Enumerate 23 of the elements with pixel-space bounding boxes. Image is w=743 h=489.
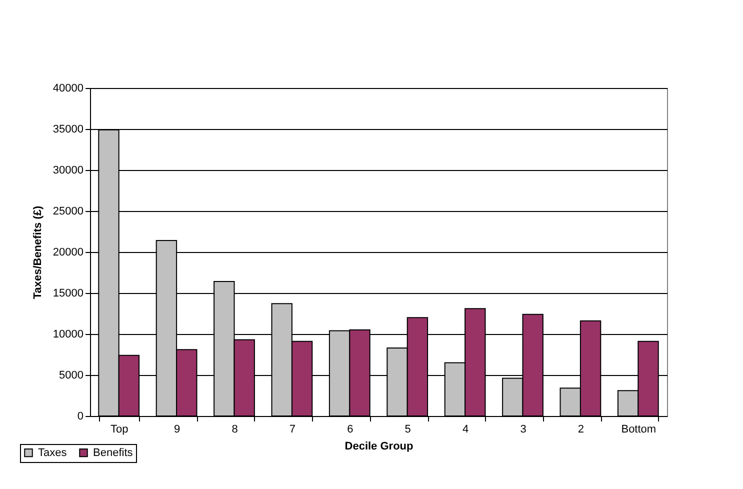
y-tick-label: 20000	[52, 246, 84, 258]
x-tick-label: Bottom	[621, 424, 656, 436]
y-tick-label: 30000	[52, 164, 84, 176]
x-tick-label: 9	[174, 424, 180, 436]
x-axis-title: Decile Group	[344, 440, 414, 452]
x-tick-label: 2	[578, 424, 584, 436]
x-tick-label: 4	[462, 424, 469, 436]
x-tick-label: 5	[404, 424, 411, 436]
y-tick-label: 5000	[59, 370, 84, 382]
x-tick-label: 7	[289, 424, 296, 436]
x-tick-label: 6	[347, 424, 354, 436]
y-tick-label: 35000	[52, 124, 84, 136]
x-tick-label: Top	[110, 424, 128, 436]
y-tick-label: 40000	[52, 82, 84, 94]
y-tick-label: 0	[77, 410, 84, 422]
legend-label: Taxes	[38, 446, 68, 459]
y-axis-title: Taxes/Benefits (£)	[32, 206, 44, 300]
legend-label: Benefits	[93, 446, 134, 459]
y-tick-label: 15000	[52, 288, 84, 300]
y-tick-label: 10000	[52, 328, 84, 340]
x-tick-label: 3	[520, 424, 526, 436]
x-tick-label: 8	[232, 424, 238, 436]
y-tick-label: 25000	[52, 206, 84, 218]
